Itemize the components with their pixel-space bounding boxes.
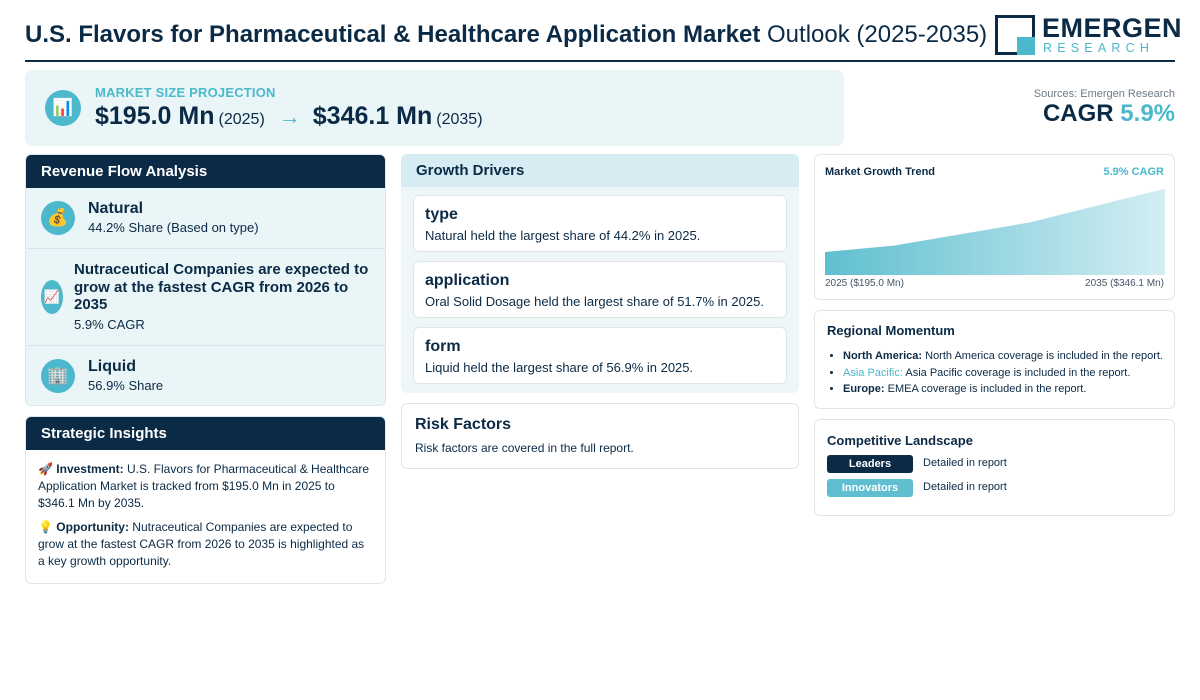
strategic-insights-card: Strategic Insights 🚀 Investment: U.S. Fl… bbox=[25, 416, 386, 584]
growth-drivers-card: Growth Drivers type Natural held the lar… bbox=[401, 154, 799, 393]
rocket-icon: 🚀 bbox=[38, 462, 53, 476]
market-size-projection: 📊 MARKET SIZE PROJECTION $195.0 Mn (2025)… bbox=[25, 70, 844, 146]
money-bag-icon: 💰 bbox=[41, 201, 75, 235]
trend-area-chart bbox=[825, 188, 1165, 275]
opportunity-text: Nutraceutical Companies are expected to … bbox=[38, 520, 365, 568]
driver-text: Oral Solid Dosage held the largest share… bbox=[425, 294, 764, 309]
revenue-item-sub: 44.2% Share (Based on type) bbox=[88, 220, 259, 235]
cagr-label: CAGR bbox=[1042, 100, 1114, 127]
strategic-insights-title: Strategic Insights bbox=[26, 417, 385, 450]
driver-item: type Natural held the largest share of 4… bbox=[413, 195, 787, 252]
regional-momentum-card: Regional Momentum North America: North A… bbox=[814, 310, 1175, 409]
trend-chart-icon: 📈 bbox=[41, 280, 63, 314]
emergen-logo: EMERGEN RESEARCH bbox=[995, 13, 1182, 56]
projection-values: $195.0 Mn (2025) → $346.1 Mn (2035) bbox=[95, 102, 483, 131]
driver-title: form bbox=[425, 338, 461, 355]
risk-factors-card: Risk Factors Risk factors are covered in… bbox=[401, 403, 799, 469]
logo-word: EMERGEN bbox=[1042, 13, 1183, 43]
title-main: U.S. Flavors for Pharmaceutical & Health… bbox=[25, 21, 761, 48]
driver-text: Natural held the largest share of 44.2% … bbox=[425, 228, 701, 243]
cagr-value: 5.9% bbox=[1120, 100, 1175, 127]
cagr-headline: CAGR 5.9% bbox=[1043, 100, 1175, 128]
region-text: Asia Pacific coverage is included in the… bbox=[905, 366, 1131, 379]
lightbulb-icon: 💡 bbox=[38, 520, 53, 534]
risk-factors-title: Risk Factors bbox=[415, 416, 512, 433]
leaders-badge: Leaders bbox=[827, 455, 913, 473]
sources-note: Sources: Emergen Research bbox=[1033, 88, 1175, 100]
projection-end-value: $346.1 Mn bbox=[312, 102, 433, 130]
revenue-flow-card: Revenue Flow Analysis 💰 Natural 44.2% Sh… bbox=[25, 154, 386, 406]
competitive-desc: Detailed in report bbox=[923, 457, 1007, 469]
region-item: Europe: EMEA coverage is included in the… bbox=[843, 381, 1163, 398]
header: U.S. Flavors for Pharmaceutical & Health… bbox=[25, 12, 1182, 62]
risk-factors-text: Risk factors are covered in the full rep… bbox=[415, 441, 634, 455]
driver-title: application bbox=[425, 272, 510, 289]
revenue-item-sub: 5.9% CAGR bbox=[74, 317, 145, 332]
strategic-insights-body: 🚀 Investment: U.S. Flavors for Pharmaceu… bbox=[26, 450, 385, 570]
revenue-item: 📈 Nutraceutical Companies are expected t… bbox=[26, 249, 385, 346]
region-name: North America: bbox=[843, 350, 923, 362]
revenue-item: 🏢 Liquid 56.9% Share bbox=[26, 346, 385, 405]
revenue-flow-list: 💰 Natural 44.2% Share (Based on type) 📈 … bbox=[26, 188, 385, 405]
projection-end-year: (2035) bbox=[436, 111, 483, 128]
trend-cagr: 5.9% CAGR bbox=[1103, 166, 1164, 178]
page-title: U.S. Flavors for Pharmaceutical & Health… bbox=[25, 21, 987, 49]
revenue-item-title: Natural bbox=[88, 200, 144, 217]
trend-area bbox=[825, 188, 1165, 275]
market-growth-trend-card: Market Growth Trend 5.9% CAGR 2025 ($195… bbox=[814, 154, 1175, 300]
competitive-landscape-card: Competitive Landscape Leaders Detailed i… bbox=[814, 419, 1175, 516]
revenue-item-title: Nutraceutical Companies are expected to … bbox=[74, 261, 369, 313]
projection-label: MARKET SIZE PROJECTION bbox=[95, 85, 276, 100]
trend-end-label: 2035 ($346.1 Mn) bbox=[1085, 278, 1164, 289]
projection-start-value: $195.0 Mn bbox=[95, 102, 215, 130]
investment-text: U.S. Flavors for Pharmaceutical & Health… bbox=[38, 462, 370, 510]
driver-item: application Oral Solid Dosage held the l… bbox=[413, 261, 787, 318]
logo-sub: RESEARCH bbox=[1043, 41, 1155, 55]
trend-title: Market Growth Trend bbox=[825, 166, 936, 178]
driver-title: type bbox=[425, 206, 458, 223]
region-text: EMEA coverage is included in the report. bbox=[887, 383, 1087, 395]
driver-item: form Liquid held the largest share of 56… bbox=[413, 327, 787, 384]
revenue-item-title: Liquid bbox=[88, 358, 136, 375]
competitive-title: Competitive Landscape bbox=[827, 433, 973, 448]
growth-drivers-title: Growth Drivers bbox=[401, 154, 799, 187]
revenue-item-sub: 56.9% Share bbox=[88, 378, 164, 393]
region-item: Asia Pacific: Asia Pacific coverage is i… bbox=[843, 365, 1163, 382]
arrow-right-icon: → bbox=[278, 104, 301, 129]
projection-start-year: (2025) bbox=[218, 111, 265, 128]
region-name: Asia Pacific: bbox=[843, 366, 903, 379]
region-name: Europe: bbox=[843, 383, 885, 395]
regional-list: North America: North America coverage is… bbox=[843, 348, 1163, 398]
trend-start-label: 2025 ($195.0 Mn) bbox=[825, 278, 904, 289]
bar-chart-icon: 📊 bbox=[45, 90, 81, 126]
title-outlook: Outlook (2025-2035) bbox=[767, 21, 988, 48]
regional-title: Regional Momentum bbox=[827, 323, 955, 338]
building-icon: 🏢 bbox=[41, 359, 75, 393]
logo-mark-icon bbox=[995, 15, 1035, 55]
driver-text: Liquid held the largest share of 56.9% i… bbox=[425, 360, 694, 375]
competitive-desc: Detailed in report bbox=[923, 481, 1007, 493]
revenue-item: 💰 Natural 44.2% Share (Based on type) bbox=[26, 188, 385, 249]
revenue-flow-title: Revenue Flow Analysis bbox=[26, 155, 385, 188]
region-text: North America coverage is included in th… bbox=[925, 350, 1163, 362]
investment-insight: 🚀 Investment: U.S. Flavors for Pharmaceu… bbox=[38, 461, 373, 512]
region-item: North America: North America coverage is… bbox=[843, 348, 1163, 365]
opportunity-label: Opportunity: bbox=[56, 520, 129, 534]
investment-label: Investment: bbox=[56, 462, 124, 476]
opportunity-insight: 💡 Opportunity: Nutraceutical Companies a… bbox=[38, 519, 373, 570]
innovators-badge: Innovators bbox=[827, 479, 913, 497]
